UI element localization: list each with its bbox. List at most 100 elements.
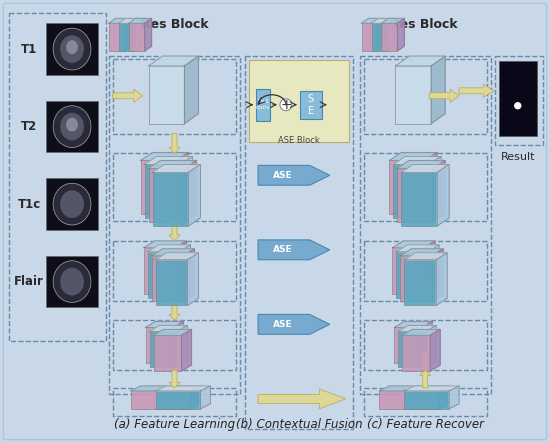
Polygon shape	[188, 253, 199, 306]
Polygon shape	[431, 56, 445, 124]
FancyArrow shape	[169, 221, 180, 241]
Polygon shape	[152, 249, 194, 256]
Polygon shape	[184, 249, 194, 302]
Bar	[113, 241, 236, 300]
Polygon shape	[432, 249, 443, 302]
FancyArrow shape	[169, 300, 180, 320]
Polygon shape	[180, 156, 192, 218]
Bar	[145, 164, 180, 218]
Ellipse shape	[60, 35, 84, 63]
Bar	[398, 331, 426, 367]
Bar	[113, 320, 236, 370]
Bar	[148, 168, 184, 222]
Bar	[113, 59, 236, 133]
Text: S
E: S E	[308, 94, 314, 116]
Polygon shape	[141, 152, 189, 160]
Polygon shape	[404, 386, 459, 391]
FancyArrow shape	[169, 133, 180, 153]
Bar	[152, 256, 184, 302]
Bar	[400, 256, 432, 302]
Polygon shape	[433, 160, 445, 222]
Polygon shape	[371, 18, 394, 23]
Bar	[131, 391, 190, 409]
Bar	[113, 153, 236, 221]
Text: (c) Feature Recover: (c) Feature Recover	[367, 418, 484, 431]
Ellipse shape	[53, 28, 91, 70]
Text: (b) Contextual Fusion: (b) Contextual Fusion	[235, 418, 362, 431]
Polygon shape	[156, 386, 210, 391]
Bar	[389, 160, 425, 214]
Bar	[495, 56, 543, 145]
Bar	[364, 59, 487, 133]
Polygon shape	[425, 152, 437, 214]
Bar	[364, 241, 487, 300]
Polygon shape	[173, 321, 184, 363]
FancyArrow shape	[459, 84, 494, 97]
Polygon shape	[119, 18, 142, 23]
Bar	[147, 252, 179, 298]
Polygon shape	[125, 18, 132, 51]
Bar	[113, 388, 236, 416]
Text: T1c: T1c	[18, 198, 41, 210]
Polygon shape	[393, 156, 441, 164]
FancyArrow shape	[113, 89, 142, 102]
Bar	[153, 335, 182, 371]
Polygon shape	[190, 386, 200, 409]
Bar	[9, 13, 106, 341]
Circle shape	[515, 103, 521, 109]
Polygon shape	[394, 321, 432, 327]
Polygon shape	[422, 321, 432, 363]
Text: ASE: ASE	[273, 245, 293, 254]
Bar	[46, 23, 98, 75]
Polygon shape	[403, 329, 440, 335]
Bar	[150, 331, 178, 367]
Bar	[245, 56, 353, 429]
Polygon shape	[145, 156, 192, 164]
Text: ASE: ASE	[273, 171, 293, 180]
Polygon shape	[387, 18, 394, 51]
FancyArrow shape	[169, 370, 180, 388]
Polygon shape	[184, 56, 199, 124]
Ellipse shape	[53, 261, 91, 303]
Bar	[46, 178, 98, 230]
Polygon shape	[131, 386, 200, 391]
Polygon shape	[429, 156, 441, 218]
Bar	[404, 391, 449, 409]
Polygon shape	[177, 152, 189, 214]
Text: ASE: ASE	[273, 320, 293, 329]
Polygon shape	[129, 18, 152, 23]
Polygon shape	[182, 329, 191, 371]
Polygon shape	[258, 315, 329, 334]
Polygon shape	[426, 325, 436, 367]
Polygon shape	[146, 321, 184, 327]
Polygon shape	[178, 325, 188, 367]
Polygon shape	[389, 152, 437, 160]
FancyArrow shape	[429, 89, 459, 102]
Polygon shape	[153, 329, 191, 335]
Polygon shape	[156, 253, 199, 260]
FancyBboxPatch shape	[249, 60, 349, 141]
Polygon shape	[184, 160, 196, 222]
Polygon shape	[379, 386, 449, 391]
Bar	[300, 91, 322, 119]
Bar	[129, 23, 145, 51]
Ellipse shape	[53, 106, 91, 148]
Bar	[360, 56, 491, 394]
Ellipse shape	[60, 190, 84, 218]
Text: (a) Feature Learning: (a) Feature Learning	[114, 418, 235, 431]
Bar	[152, 172, 189, 226]
Polygon shape	[424, 241, 435, 294]
Bar	[109, 23, 125, 51]
Circle shape	[280, 99, 292, 111]
Polygon shape	[398, 18, 404, 51]
Polygon shape	[148, 160, 196, 168]
Text: T1: T1	[21, 43, 37, 55]
Bar	[141, 160, 177, 214]
Bar	[395, 66, 431, 124]
Text: SRes Block: SRes Block	[381, 18, 458, 31]
Polygon shape	[404, 253, 447, 260]
Polygon shape	[361, 18, 384, 23]
Ellipse shape	[66, 40, 78, 54]
Polygon shape	[258, 240, 329, 260]
FancyArrow shape	[420, 352, 431, 370]
